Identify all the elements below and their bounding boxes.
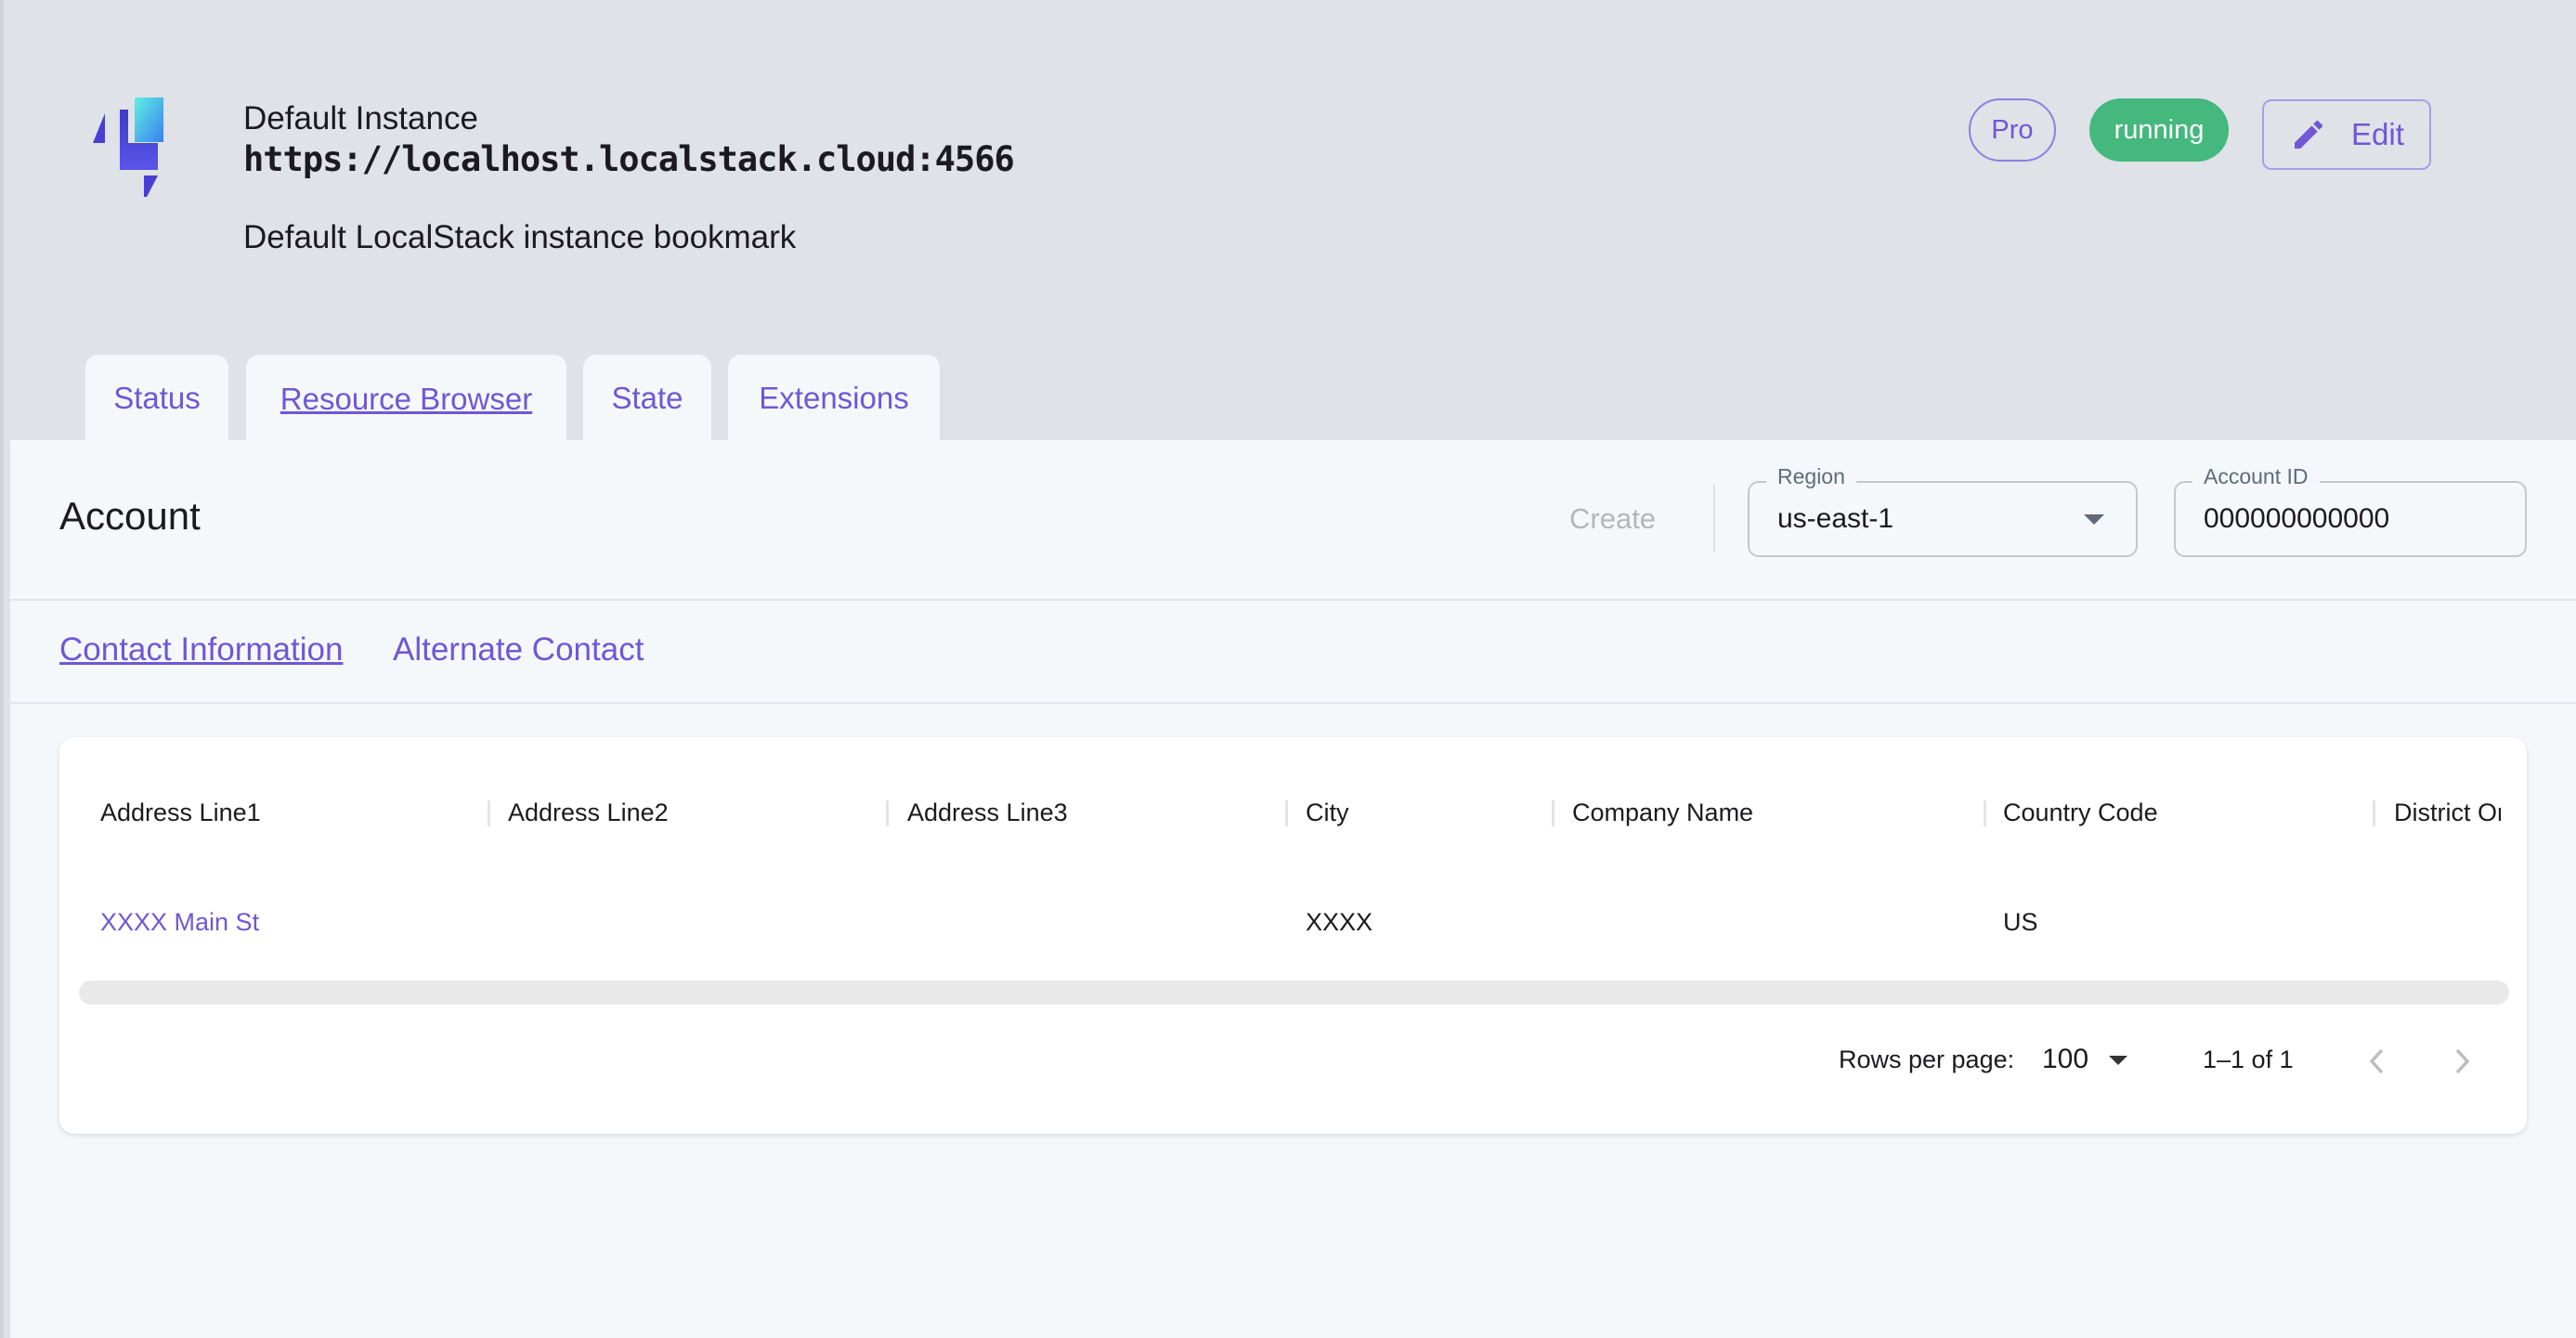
account-id-field[interactable]: Account ID 000000000000 bbox=[2174, 464, 2527, 557]
edit-button[interactable]: Edit bbox=[2262, 99, 2431, 170]
table-cell-link[interactable]: XXXX Main St bbox=[100, 908, 260, 936]
subtab-contact-information[interactable]: Contact Information bbox=[59, 631, 344, 668]
tab-label: Resource Browser bbox=[280, 382, 533, 416]
edit-label: Edit bbox=[2351, 117, 2404, 151]
data-table bbox=[59, 737, 2527, 1134]
column-header[interactable]: Address Line3 bbox=[907, 799, 1068, 826]
tab-label: State bbox=[611, 381, 683, 415]
divider bbox=[10, 599, 2576, 601]
tab-state[interactable]: State bbox=[583, 355, 711, 442]
column-separator[interactable] bbox=[1285, 800, 1288, 826]
column-separator[interactable] bbox=[2373, 800, 2375, 826]
column-header[interactable]: District Or bbox=[2394, 799, 2501, 826]
window-edge bbox=[0, 0, 4, 1338]
region-value: us-east-1 bbox=[1777, 503, 1894, 534]
horizontal-scrollbar[interactable] bbox=[79, 981, 2509, 1005]
instance-url: https://localhost.localstack.cloud:4566 bbox=[243, 139, 1015, 179]
tab-label: Status bbox=[113, 381, 201, 415]
rows-per-page-value: 100 bbox=[2042, 1044, 2089, 1074]
column-separator[interactable] bbox=[886, 800, 889, 826]
status-badge: running bbox=[2089, 98, 2229, 162]
subtab-alternate-contact[interactable]: Alternate Contact bbox=[393, 631, 644, 668]
pagination-range: 1–1 of 1 bbox=[2203, 1046, 2294, 1073]
account-id-label: Account ID bbox=[2192, 464, 2320, 489]
region-label: Region bbox=[1766, 464, 1856, 489]
chevron-down-icon bbox=[2109, 1055, 2128, 1065]
page-title: Account bbox=[59, 494, 201, 538]
column-header[interactable]: Address Line2 bbox=[508, 799, 669, 826]
rows-per-page-label: Rows per page: bbox=[1839, 1046, 2015, 1073]
localstack-logo bbox=[93, 97, 163, 197]
region-select[interactable]: Region us-east-1 bbox=[1748, 464, 2138, 557]
column-header[interactable]: Address Line1 bbox=[100, 799, 261, 826]
column-separator[interactable] bbox=[488, 800, 490, 826]
column-header[interactable]: City bbox=[1306, 799, 1349, 826]
column-header[interactable]: Country Code bbox=[2003, 799, 2158, 826]
instance-title: Default Instance bbox=[243, 100, 478, 136]
tab-label: Extensions bbox=[759, 381, 909, 415]
create-button[interactable]: Create bbox=[1569, 502, 1657, 535]
plan-badge: Pro bbox=[1969, 98, 2056, 162]
divider bbox=[1713, 485, 1715, 552]
account-id-value: 000000000000 bbox=[2204, 503, 2390, 534]
divider bbox=[10, 702, 2576, 704]
table-cell: XXXX bbox=[1306, 908, 1373, 936]
column-separator[interactable] bbox=[1552, 800, 1555, 826]
tab-status[interactable]: Status bbox=[85, 355, 228, 442]
chevron-right-icon[interactable] bbox=[2452, 1047, 2471, 1075]
chevron-down-icon bbox=[2084, 514, 2104, 525]
table-cell: US bbox=[2003, 908, 2038, 936]
rows-per-page-select[interactable]: 100 bbox=[2042, 1044, 2128, 1075]
chevron-left-icon[interactable] bbox=[2368, 1047, 2387, 1075]
pencil-icon bbox=[2295, 120, 2323, 149]
tab-resource-browser[interactable]: Resource Browser bbox=[246, 355, 566, 444]
column-header[interactable]: Company Name bbox=[1572, 799, 1754, 826]
tab-extensions[interactable]: Extensions bbox=[728, 355, 940, 442]
column-separator[interactable] bbox=[1984, 800, 1986, 826]
instance-description: Default LocalStack instance bookmark bbox=[243, 219, 797, 255]
